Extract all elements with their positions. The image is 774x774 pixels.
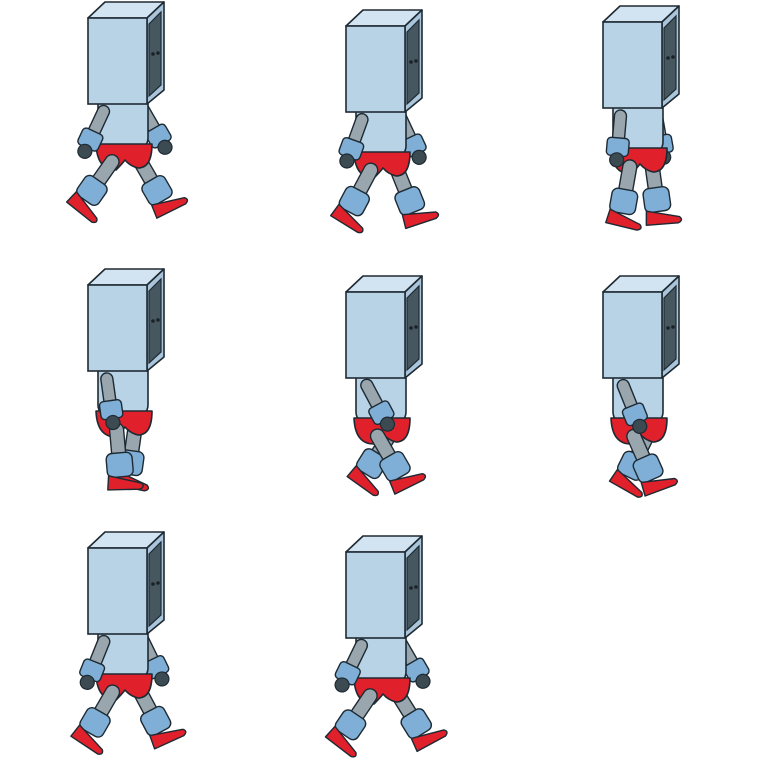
robot-head — [87, 268, 165, 372]
front-leg — [105, 422, 144, 491]
back-leg — [388, 160, 440, 230]
robot-head — [602, 275, 680, 379]
robot-head — [345, 535, 423, 639]
front-leg — [626, 428, 678, 497]
walk-frame-3 — [602, 5, 683, 231]
front-leg — [605, 159, 642, 231]
front-arm — [79, 634, 111, 690]
front-arm — [98, 372, 124, 431]
front-leg — [70, 684, 121, 755]
front-arm — [616, 378, 648, 434]
robot-head — [345, 9, 423, 113]
front-leg — [329, 162, 379, 234]
walk-frame-5 — [345, 275, 427, 497]
robot-head — [87, 531, 165, 635]
walk-frame-1 — [65, 1, 189, 224]
front-leg — [369, 428, 427, 495]
robot-head — [87, 1, 165, 105]
front-arm — [360, 378, 396, 432]
walk-frame-7 — [70, 531, 187, 755]
walk-frame-6 — [602, 275, 680, 498]
front-leg — [324, 688, 378, 758]
walk-frame-8 — [324, 535, 448, 758]
front-leg — [65, 154, 120, 224]
robot-head — [602, 5, 680, 109]
front-arm — [338, 112, 369, 169]
walk-frame-4 — [87, 268, 165, 492]
robot-head — [345, 275, 423, 379]
front-arm — [334, 638, 369, 693]
front-arm — [605, 109, 630, 168]
walk-frame-2 — [329, 9, 440, 234]
front-arm — [77, 104, 111, 159]
